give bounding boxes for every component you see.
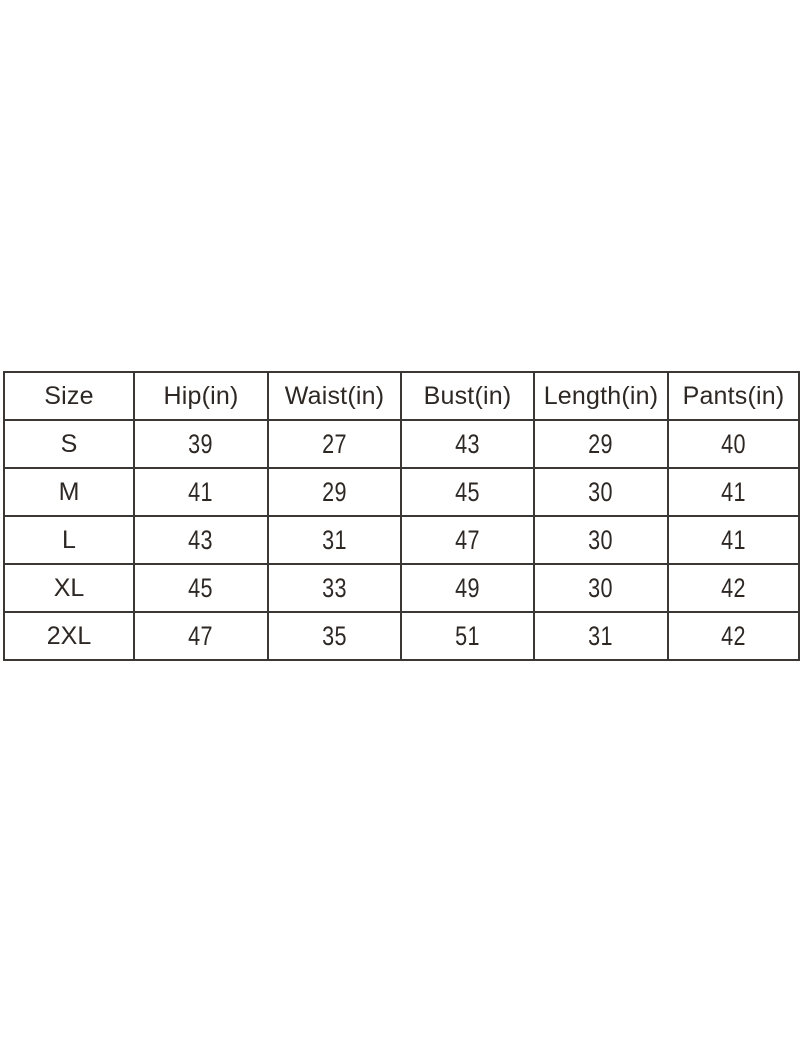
hip-value: 39 xyxy=(133,419,269,469)
cell-number: 41 xyxy=(721,476,746,507)
cell-number: 43 xyxy=(188,524,214,555)
cell-number: 43 xyxy=(455,428,480,459)
table-row-s: S 39 27 43 29 40 xyxy=(3,419,800,469)
cell-number: 33 xyxy=(322,572,347,603)
cell-number: 40 xyxy=(721,428,746,459)
waist-value: 27 xyxy=(267,419,402,469)
cell-number: 30 xyxy=(588,572,614,603)
size-label: S xyxy=(3,419,135,469)
cell-number: 45 xyxy=(188,572,214,603)
cell-number: 31 xyxy=(322,524,347,555)
cell-number: 29 xyxy=(322,476,347,507)
waist-value: 35 xyxy=(267,611,402,661)
cell-number: 47 xyxy=(188,620,214,651)
table-row-l: L 43 31 47 30 41 xyxy=(3,515,800,565)
pants-value: 42 xyxy=(667,563,800,613)
size-label: XL xyxy=(3,563,135,613)
length-value: 30 xyxy=(533,563,669,613)
hip-value: 41 xyxy=(133,467,269,517)
cell-number: 30 xyxy=(588,476,614,507)
header-cell-bust: Bust(in) xyxy=(400,371,535,421)
cell-number: 29 xyxy=(588,428,614,459)
header-row: Size Hip(in) Waist(in) Bust(in) Length(i… xyxy=(3,371,800,421)
header-cell-hip: Hip(in) xyxy=(133,371,269,421)
size-label: L xyxy=(3,515,135,565)
cell-number: 47 xyxy=(455,524,480,555)
table-row-2xl: 2XL 47 35 51 31 42 xyxy=(3,611,800,661)
cell-number: 45 xyxy=(455,476,480,507)
cell-number: 39 xyxy=(188,428,214,459)
cell-number: 30 xyxy=(588,524,614,555)
cell-number: 42 xyxy=(721,572,746,603)
cell-number: 41 xyxy=(721,524,746,555)
waist-value: 29 xyxy=(267,467,402,517)
cell-number: 51 xyxy=(455,620,480,651)
size-label: 2XL xyxy=(3,611,135,661)
length-value: 30 xyxy=(533,515,669,565)
length-value: 29 xyxy=(533,419,669,469)
cell-number: 42 xyxy=(721,620,746,651)
pants-value: 41 xyxy=(667,515,800,565)
length-value: 31 xyxy=(533,611,669,661)
pants-value: 40 xyxy=(667,419,800,469)
hip-value: 43 xyxy=(133,515,269,565)
cell-number: 31 xyxy=(588,620,614,651)
pants-value: 42 xyxy=(667,611,800,661)
size-label: M xyxy=(3,467,135,517)
cell-number: 27 xyxy=(322,428,347,459)
table-row-xl: XL 45 33 49 30 42 xyxy=(3,563,800,613)
bust-value: 47 xyxy=(400,515,535,565)
bust-value: 49 xyxy=(400,563,535,613)
length-value: 30 xyxy=(533,467,669,517)
bust-value: 51 xyxy=(400,611,535,661)
hip-value: 45 xyxy=(133,563,269,613)
bust-value: 43 xyxy=(400,419,535,469)
cell-number: 41 xyxy=(188,476,214,507)
waist-value: 31 xyxy=(267,515,402,565)
waist-value: 33 xyxy=(267,563,402,613)
cell-number: 35 xyxy=(322,620,347,651)
header-cell-size: Size xyxy=(3,371,135,421)
size-chart-table: Size Hip(in) Waist(in) Bust(in) Length(i… xyxy=(3,371,800,661)
pants-value: 41 xyxy=(667,467,800,517)
header-cell-waist: Waist(in) xyxy=(267,371,402,421)
hip-value: 47 xyxy=(133,611,269,661)
bust-value: 45 xyxy=(400,467,535,517)
cell-number: 49 xyxy=(455,572,480,603)
table-row-m: M 41 29 45 30 41 xyxy=(3,467,800,517)
header-cell-pants: Pants(in) xyxy=(667,371,800,421)
header-cell-length: Length(in) xyxy=(533,371,669,421)
